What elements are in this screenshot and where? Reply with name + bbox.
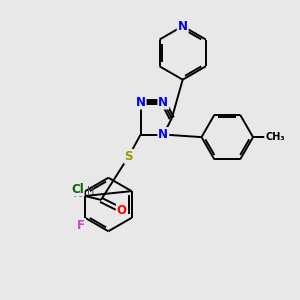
Text: N: N [136,96,146,109]
Text: O: O [117,204,127,217]
Text: S: S [124,150,133,163]
Text: CH₃: CH₃ [265,132,285,142]
Text: Cl: Cl [71,183,84,196]
Text: F: F [77,219,85,232]
Text: H: H [87,186,95,196]
Text: N: N [158,128,168,141]
Text: N: N [73,188,83,200]
Text: N: N [178,20,188,33]
Text: N: N [158,96,168,109]
